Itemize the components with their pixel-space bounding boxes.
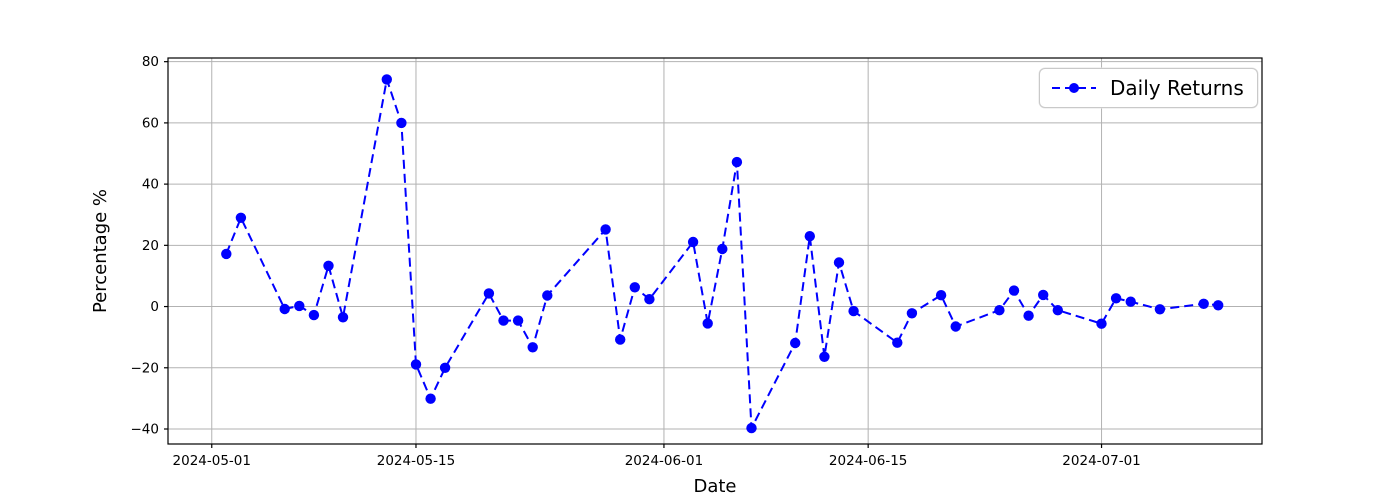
data-point-marker <box>615 334 626 345</box>
data-point-marker <box>819 351 830 362</box>
x-tick-label: 2024-05-01 <box>173 453 251 469</box>
x-tick-label: 2024-06-01 <box>625 453 703 469</box>
data-point-marker <box>498 315 509 326</box>
data-point-marker <box>833 257 845 268</box>
y-tick-label: 40 <box>142 177 159 193</box>
data-point-marker <box>717 243 728 255</box>
data-point-marker <box>425 393 436 404</box>
data-point-marker <box>439 362 451 373</box>
plot-border <box>167 57 1263 445</box>
data-point-marker <box>1110 293 1122 304</box>
data-point-marker <box>1125 296 1136 307</box>
data-point-marker <box>279 303 290 315</box>
data-point-marker <box>1038 289 1049 301</box>
y-tick-label: −20 <box>131 360 160 376</box>
y-tick-label: 60 <box>142 115 159 131</box>
data-point-marker <box>790 337 801 349</box>
data-point-marker <box>746 422 757 434</box>
data-point-marker <box>731 156 743 168</box>
y-tick-label: 20 <box>142 238 159 254</box>
data-point-marker <box>892 337 903 348</box>
data-point-marker <box>950 321 961 332</box>
legend-line-marker-icon <box>1052 82 1096 94</box>
data-point-marker <box>1198 298 1209 309</box>
x-tick-label: 2024-07-01 <box>1062 453 1140 469</box>
data-point-marker <box>935 290 947 301</box>
data-point-marker <box>337 312 349 323</box>
data-point-marker <box>512 315 524 326</box>
series-line <box>225 75 1219 432</box>
data-point-marker <box>629 282 640 293</box>
data-point-marker <box>308 309 320 321</box>
data-point-marker <box>381 74 392 85</box>
data-point-marker <box>294 300 305 312</box>
y-tick-label: 80 <box>142 54 159 70</box>
y-tick-label: 0 <box>150 299 159 315</box>
data-point-marker <box>1213 300 1224 311</box>
data-point-marker <box>600 224 611 235</box>
data-point-marker <box>1008 285 1020 296</box>
data-point-marker <box>323 260 334 271</box>
data-point-marker <box>1096 318 1107 329</box>
x-axis-label: Date <box>693 476 737 497</box>
data-point-marker <box>702 318 713 329</box>
data-point-marker <box>527 342 538 353</box>
data-point-marker <box>644 294 655 305</box>
data-point-marker <box>1052 305 1064 316</box>
data-point-marker <box>396 117 407 129</box>
y-axis-label: Percentage % <box>90 188 111 314</box>
data-point-marker <box>804 231 815 242</box>
data-point-marker <box>410 359 422 370</box>
data-point-marker <box>906 308 918 319</box>
legend: Daily Returns <box>1039 68 1258 108</box>
data-point-marker <box>1023 310 1034 321</box>
data-point-marker <box>221 248 232 260</box>
data-point-marker <box>1154 304 1166 315</box>
data-point-marker <box>483 288 495 299</box>
data-point-marker <box>687 236 699 248</box>
legend-entry-label: Daily Returns <box>1110 76 1244 100</box>
data-point-marker <box>994 305 1005 316</box>
data-point-marker <box>848 305 859 317</box>
x-tick-label: 2024-06-15 <box>829 453 907 469</box>
x-tick-label: 2024-05-15 <box>377 453 455 469</box>
data-point-marker <box>542 290 553 301</box>
y-tick-label: −40 <box>131 422 160 438</box>
data-point-marker <box>235 212 247 223</box>
